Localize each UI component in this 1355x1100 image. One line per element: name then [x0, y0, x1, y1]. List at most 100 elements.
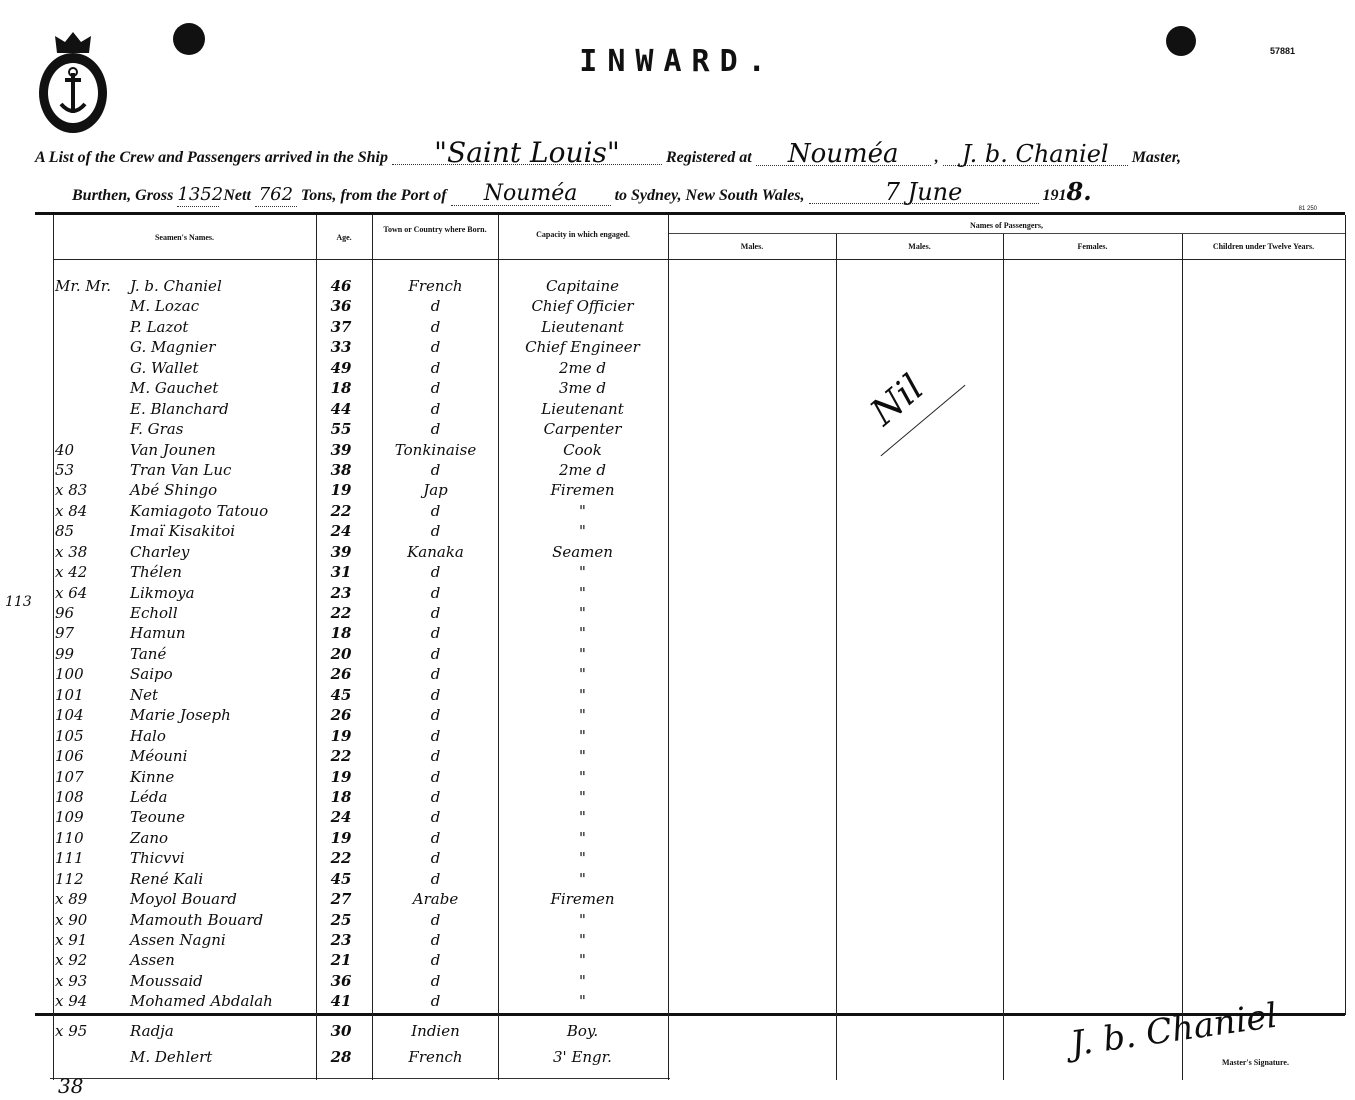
year-prefix: 191: [1042, 187, 1067, 204]
crew-name: Thélen: [130, 563, 182, 582]
crew-age: 23: [330, 583, 352, 602]
crew-row: M. Gauchet 18 d 3me d: [35, 379, 675, 399]
crew-capacity: ": [579, 971, 586, 990]
crew-capacity: Seamen: [552, 542, 613, 561]
crew-number: 111: [55, 849, 84, 868]
crew-capacity: ": [579, 869, 586, 888]
crew-capacity: ": [579, 685, 586, 704]
col-names: Seamen's Names.: [154, 233, 215, 242]
crew-birthplace: d: [430, 563, 441, 582]
crew-birthplace: d: [430, 501, 441, 520]
crew-capacity: Lieutenant: [541, 317, 624, 336]
crew-capacity: ": [579, 501, 586, 520]
crew-name: Net: [130, 685, 159, 704]
crew-number: x 42: [55, 563, 88, 582]
crew-age: 39: [330, 542, 352, 561]
crew-capacity: ": [579, 808, 586, 827]
signature-label: Master's Signature.: [1222, 1058, 1289, 1067]
crew-row: P. Lazot 37 d Lieutenant: [35, 318, 675, 338]
crew-birthplace: d: [430, 992, 441, 1011]
crew-age: 19: [330, 481, 352, 500]
crew-birthplace: d: [430, 460, 441, 479]
crew-row: x 92 Assen 21 d ": [35, 951, 675, 971]
crew-age: 18: [330, 624, 352, 643]
crew-age: 26: [330, 665, 352, 684]
crew-row: 100 Saipo 26 d ": [35, 665, 675, 685]
nett-label: Nett: [223, 187, 251, 204]
crew-age: 55: [330, 420, 352, 439]
crew-name: Mohamed Abdalah: [130, 992, 273, 1011]
crew-row: x 90 Mamouth Bouard 25 d ": [35, 911, 675, 931]
crew-number: 99: [55, 644, 75, 663]
crew-age: 22: [330, 747, 352, 766]
crew-row: x 42 Thélen 31 d ": [35, 563, 675, 583]
crew-number: 108: [55, 787, 84, 806]
crew-row: Mr. Mr. J. b. Chaniel 46 French Capitaine: [35, 277, 675, 297]
crew-name: Charley: [130, 542, 190, 561]
crew-row: x 89 Moyol Bouard 27 Arabe Firemen: [35, 890, 675, 910]
crew-birthplace: d: [430, 297, 441, 316]
crew-number: 104: [55, 706, 84, 725]
crew-age: 41: [330, 992, 352, 1011]
crew-capacity: 3me d: [558, 379, 606, 398]
crew-birthplace: d: [430, 808, 441, 827]
crew-name: M. Gauchet: [130, 379, 219, 398]
crew-capacity: ": [579, 787, 586, 806]
crew-number: 107: [55, 767, 84, 786]
crew-name: Assen: [130, 951, 175, 970]
crew-row: 111 Thicvvi 22 d ": [35, 849, 675, 869]
crew-capacity: Cook: [563, 440, 602, 459]
crew-row: x 38 Charley 39 Kanaka Seamen: [35, 543, 675, 563]
crew-row: 110 Zano 19 d ": [35, 829, 675, 849]
crew-age: 36: [330, 971, 352, 990]
crew-row: 97 Hamun 18 d ": [35, 624, 675, 644]
crew-name: Saipo: [130, 665, 173, 684]
crew-capacity: ": [579, 644, 586, 663]
crew-age: 49: [330, 358, 352, 377]
header-line-1: A List of the Crew and Passengers arrive…: [35, 136, 1182, 169]
col-age: Age.: [336, 233, 352, 242]
crew-age: 28: [330, 1048, 352, 1066]
master-signature: J. b. Chaniel: [1068, 995, 1280, 1065]
crew-birthplace: d: [430, 379, 441, 398]
crew-row: x 93 Moussaid 36 d ": [35, 972, 675, 992]
crew-row: 96 Echoll 22 d ": [35, 604, 675, 624]
crew-name: P. Lazot: [130, 317, 189, 336]
rule: [35, 1013, 1345, 1016]
crew-age: 45: [330, 869, 352, 888]
crew-birthplace: d: [430, 583, 441, 602]
crew-name: Tran Van Luc: [130, 460, 232, 479]
crew-row: 53 Tran Van Luc 38 d 2me d: [35, 461, 675, 481]
crew-capacity: 2me d: [558, 358, 606, 377]
col-capacity: Capacity in which engaged.: [536, 230, 630, 239]
crew-age: 23: [330, 931, 352, 949]
crew-number: 85: [55, 522, 75, 541]
crew-row: 101 Net 45 d ": [35, 686, 675, 706]
crew-capacity: ": [579, 910, 586, 929]
crew-capacity: Firemen: [550, 890, 615, 909]
tons-label: Tons, from the Port of: [300, 187, 447, 204]
crew-number: x 92: [55, 951, 88, 970]
to-label: to Sydney, New South Wales,: [614, 187, 805, 204]
punch-hole: [1166, 26, 1196, 56]
crew-row: x 94 Mohamed Abdalah 41 d ": [35, 992, 675, 1012]
crew-capacity: 3' Engr.: [553, 1048, 612, 1066]
crew-age: 18: [330, 787, 352, 806]
crew-birthplace: d: [430, 624, 441, 643]
from-port: Nouméa: [450, 183, 611, 206]
crew-name: Tané: [130, 644, 167, 663]
crew-name: Kamiagoto Tatouo: [130, 501, 269, 520]
crew-birthplace: d: [430, 951, 441, 970]
crew-birthplace: d: [430, 665, 441, 684]
crew-row: 112 René Kali 45 d ": [35, 870, 675, 890]
crew-capacity: ": [579, 706, 586, 725]
crew-number: x 89: [55, 890, 88, 909]
crew-number: x 84: [55, 501, 88, 520]
gross-tons: 1352: [177, 184, 224, 207]
crew-name: Teoune: [130, 808, 185, 827]
crew-birthplace: d: [430, 828, 441, 847]
crew-capacity: ": [579, 604, 586, 622]
crew-number: x 64: [55, 583, 88, 602]
page-title: INWARD.: [579, 44, 776, 79]
column-line: [836, 234, 837, 1080]
